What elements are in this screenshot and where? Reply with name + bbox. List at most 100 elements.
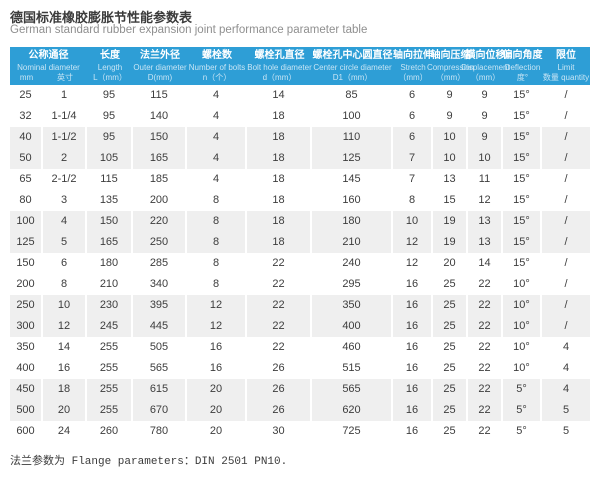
table-cell: 15	[433, 190, 468, 211]
table-cell: 725	[312, 421, 393, 442]
table-cell: 445	[133, 316, 187, 337]
header-label-sub: 度°	[516, 73, 529, 82]
table-cell: 15°	[503, 106, 542, 127]
table-cell: 18	[43, 379, 87, 400]
table-cell: 8	[187, 274, 247, 295]
table-cell: /	[542, 232, 590, 253]
table-row: 50 2 105 165 4 18 125 7 10 10 15° /	[10, 148, 590, 169]
header-label-zh: 轴向压缩	[430, 50, 471, 61]
table-cell: 12	[187, 295, 247, 316]
table-cell: 255	[87, 400, 133, 421]
table-cell: /	[542, 211, 590, 232]
header-label-zh: 轴向拉伸	[393, 50, 433, 61]
table-cell: 4	[187, 106, 247, 127]
table-cell: 4	[43, 211, 87, 232]
table-cell: /	[542, 316, 590, 337]
table-cell: 16	[393, 316, 433, 337]
table-cell: 80	[10, 190, 43, 211]
table-cell: 2-1/2	[43, 169, 87, 190]
table-cell: 16	[393, 274, 433, 295]
table-cell: 7	[393, 169, 433, 190]
header-label-sub: D(mm)	[147, 73, 173, 82]
table-cell: 8	[187, 211, 247, 232]
table-cell: 100	[10, 211, 43, 232]
table-cell: 65	[10, 169, 43, 190]
column-header: 法兰外径 Outer diameter D(mm)	[133, 47, 187, 85]
header-label-en: Stretch	[400, 63, 426, 72]
table-row: 300 12 245 445 12 22 400 16 25 22 10° /	[10, 316, 590, 337]
table-cell: 295	[312, 274, 393, 295]
table-cell: 400	[312, 316, 393, 337]
table-cell: 22	[247, 274, 312, 295]
header-label-sub: d（mm）	[262, 73, 297, 82]
header-label-zh: 螺栓数	[202, 50, 232, 61]
table-cell: 15°	[503, 211, 542, 232]
table-cell: 15°	[503, 127, 542, 148]
page-subtitle: German standard rubber expansion joint p…	[10, 24, 368, 36]
table-cell: 450	[10, 379, 43, 400]
table-cell: 16	[393, 400, 433, 421]
table-cell: 18	[247, 148, 312, 169]
table-cell: 565	[133, 358, 187, 379]
table-cell: 14	[43, 337, 87, 358]
table-cell: 615	[133, 379, 187, 400]
table-cell: /	[542, 274, 590, 295]
table-cell: 22	[247, 316, 312, 337]
table-cell: 145	[312, 169, 393, 190]
table-cell: 620	[312, 400, 393, 421]
header-label-sub: n（个）	[202, 73, 232, 82]
table-cell: 250	[133, 232, 187, 253]
table-row: 25 1 95 115 4 14 85 6 9 9 15° /	[10, 85, 590, 106]
table-cell: 25	[433, 316, 468, 337]
table-cell: 20	[187, 379, 247, 400]
table-cell: 5°	[503, 379, 542, 400]
table-cell: 26	[247, 379, 312, 400]
parameter-table: 公称通径 Nominal diameter mm 英寸 长度 Length L（mm…	[10, 47, 590, 442]
table-row: 125 5 165 250 8 18 210 12 19 13 15° /	[10, 232, 590, 253]
table-cell: 5°	[503, 421, 542, 442]
header-label-zh: 螺栓孔直径	[254, 50, 305, 61]
table-cell: 100	[312, 106, 393, 127]
table-cell: 3	[43, 190, 87, 211]
header-label-zh: 公称通径	[28, 50, 69, 61]
table-cell: 26	[247, 400, 312, 421]
table-cell: 16	[393, 337, 433, 358]
table-cell: 16	[187, 337, 247, 358]
table-cell: 7	[393, 148, 433, 169]
table-cell: 300	[10, 316, 43, 337]
table-row: 350 14 255 505 16 22 460 16 25 22 10° 4	[10, 337, 590, 358]
table-cell: 22	[468, 379, 503, 400]
table-cell: 8	[187, 190, 247, 211]
table-row: 150 6 180 285 8 22 240 12 20 14 15° /	[10, 253, 590, 274]
table-cell: /	[542, 106, 590, 127]
table-cell: 15°	[503, 148, 542, 169]
table-cell: 340	[133, 274, 187, 295]
table-cell: 22	[468, 274, 503, 295]
header-label-en: Nominal diameter	[17, 63, 80, 72]
table-cell: 19	[433, 211, 468, 232]
table-cell: 140	[133, 106, 187, 127]
table-cell: 115	[87, 169, 133, 190]
table-cell: 110	[312, 127, 393, 148]
table-cell: 95	[87, 106, 133, 127]
table-cell: 125	[312, 148, 393, 169]
table-cell: 500	[10, 400, 43, 421]
header-sub-inch: 英寸	[57, 73, 73, 82]
table-cell: 9	[468, 85, 503, 106]
header-label-en: Outer diameter	[133, 63, 187, 72]
table-cell: 210	[312, 232, 393, 253]
column-header: 横向位移 Displacement （mm）	[461, 47, 509, 85]
header-subunits: mm 英寸	[10, 73, 87, 82]
header-label-en: Number of bolts	[188, 63, 246, 72]
table-cell: 95	[87, 85, 133, 106]
table-cell: 20	[187, 421, 247, 442]
table-cell: 6	[393, 106, 433, 127]
table-cell: 12	[468, 190, 503, 211]
table-cell: 25	[433, 421, 468, 442]
table-cell: 25	[433, 274, 468, 295]
table-cell: 26	[247, 358, 312, 379]
table-cell: 150	[87, 211, 133, 232]
table-cell: 150	[10, 253, 43, 274]
header-label-zh: 螺栓孔中心圆直径	[312, 50, 393, 61]
table-cell: 1	[43, 85, 87, 106]
